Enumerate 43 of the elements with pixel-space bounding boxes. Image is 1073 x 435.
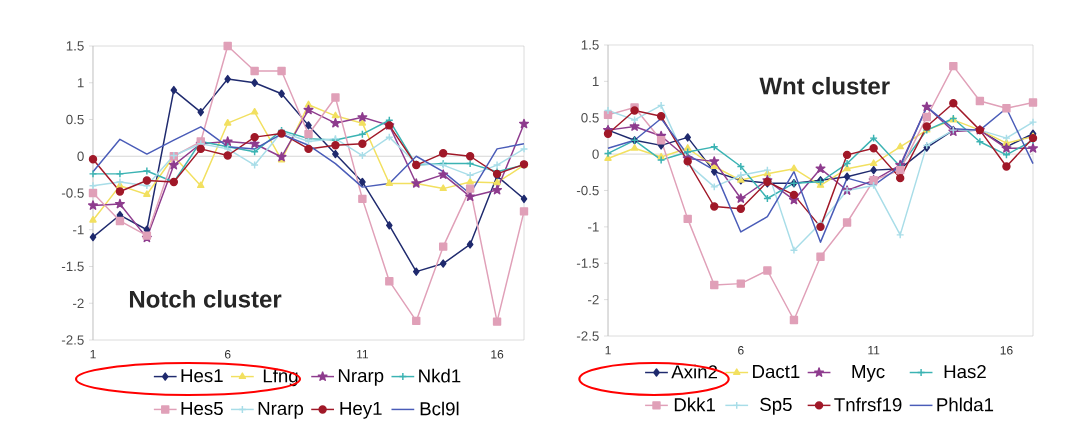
y-tick-label: -1.5 <box>61 261 84 272</box>
y-tick-label: 0 <box>77 151 84 161</box>
y-tick-label: 0.5 <box>66 114 84 125</box>
x-tick-label: 6 <box>738 346 744 355</box>
y-tick-label: -2.5 <box>576 331 599 341</box>
y-tick-label: 1 <box>77 78 84 88</box>
text: Notch cluster <box>129 290 282 308</box>
y-tick-label: 1.5 <box>66 41 84 51</box>
y-tick-label: 0 <box>592 149 599 159</box>
y-tick-label: 1.5 <box>581 40 599 50</box>
x-tick-label: 16 <box>1000 346 1013 355</box>
legend-label: Hes1 <box>181 369 223 383</box>
legend-label: Nrarp <box>258 402 304 419</box>
y-tick-label: -0.5 <box>576 185 599 196</box>
legend-label: Tnfrsf19 <box>834 397 902 412</box>
y-tick-label: -2.5 <box>61 335 84 345</box>
legend-label: Hey1 <box>340 402 382 419</box>
y-tick-label: 1 <box>592 76 599 86</box>
y-tick-label: -2 <box>73 298 84 308</box>
x-tick-label: 16 <box>491 350 504 359</box>
legend-label: Hes5 <box>181 402 223 416</box>
x-tick-label: 11 <box>868 346 880 355</box>
legend-label: Phlda1 <box>937 397 994 412</box>
legend-label: Nrarp <box>338 369 384 386</box>
legend-label: Has2 <box>944 364 986 379</box>
legend-label: Myc <box>852 365 885 382</box>
y-tick-label: -1 <box>588 222 599 232</box>
y-tick-label: -1.5 <box>576 258 599 268</box>
legend-label: Axin2 <box>671 364 718 379</box>
x-tick-label: 1 <box>90 350 96 359</box>
legend-label: Bcl9l <box>420 401 459 416</box>
legend-label: Nkd1 <box>419 368 461 383</box>
x-tick-label: 1 <box>605 346 611 355</box>
legend-label: Dact1 <box>753 365 800 379</box>
text: Wnt cluster <box>759 76 890 95</box>
y-tick-label: -2 <box>588 294 599 305</box>
legend-label: Sp5 <box>760 397 792 415</box>
y-tick-label: 0.5 <box>581 113 599 123</box>
y-tick-label: -1 <box>73 225 84 235</box>
legend-label: Dkk1 <box>674 397 715 412</box>
x-tick-label: 11 <box>357 350 369 359</box>
y-tick-label: -0.5 <box>61 188 84 198</box>
x-tick-label: 6 <box>224 350 231 359</box>
